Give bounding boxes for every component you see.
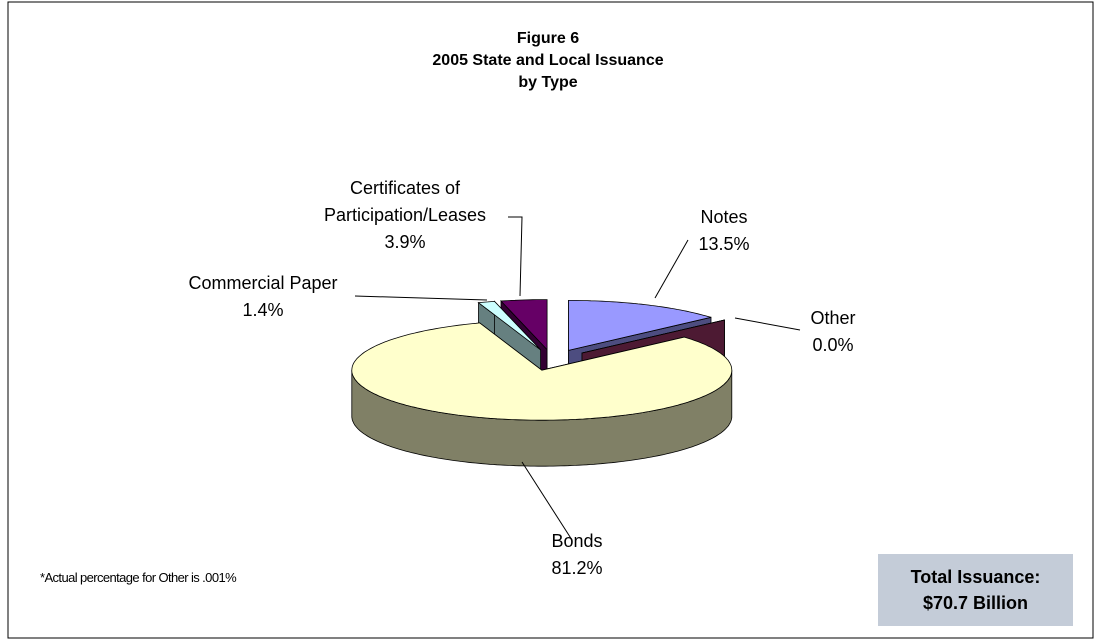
leader-line [508,216,523,297]
value-label: 1.4% [242,300,284,320]
leader-line [521,461,573,541]
data-label: Bonds 81.2% [477,528,677,582]
category-label: Other [810,308,856,328]
slice [351,322,733,421]
data-label: Certificates of Participation/Leases 3.9% [313,175,498,256]
value-label: 13.5% [698,234,750,254]
data-label: Notes 13.5% [624,204,824,258]
frame [7,1,1094,639]
category-label: Commercial Paper [188,273,338,293]
slice [568,300,712,351]
slice [477,300,541,351]
leader-line [354,295,488,301]
footnote: *Actual percentage for Other is .001% [40,570,237,585]
chart-title: Figure 6 [516,30,580,47]
data-label: Other 0.0% [733,305,933,359]
slice [581,319,725,354]
category-label: Certificates of Participation/Leases [323,178,487,225]
total-value: $70.7 Billion [922,593,1029,613]
leader-line [654,239,689,299]
data-label: Commercial Paper 1.4% [163,270,363,324]
slice [500,299,548,351]
value-label: 0.0% [812,335,854,355]
value-label: 81.2% [551,558,603,578]
category-label: Notes [700,207,748,227]
total-box: Total Issuance: $70.7 Billion [878,554,1073,626]
category-label: Bonds [551,531,603,551]
value-label: 3.9% [384,232,426,252]
total-label: Total Issuance: [910,567,1041,587]
leader-line [734,317,801,331]
chart-title: 2005 State and Local Issuance [432,52,664,69]
chart-title: by Type [518,74,578,91]
